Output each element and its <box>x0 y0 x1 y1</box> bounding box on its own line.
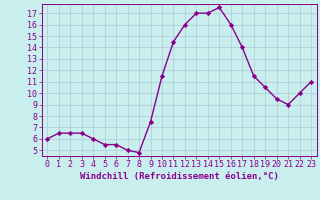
X-axis label: Windchill (Refroidissement éolien,°C): Windchill (Refroidissement éolien,°C) <box>80 172 279 181</box>
